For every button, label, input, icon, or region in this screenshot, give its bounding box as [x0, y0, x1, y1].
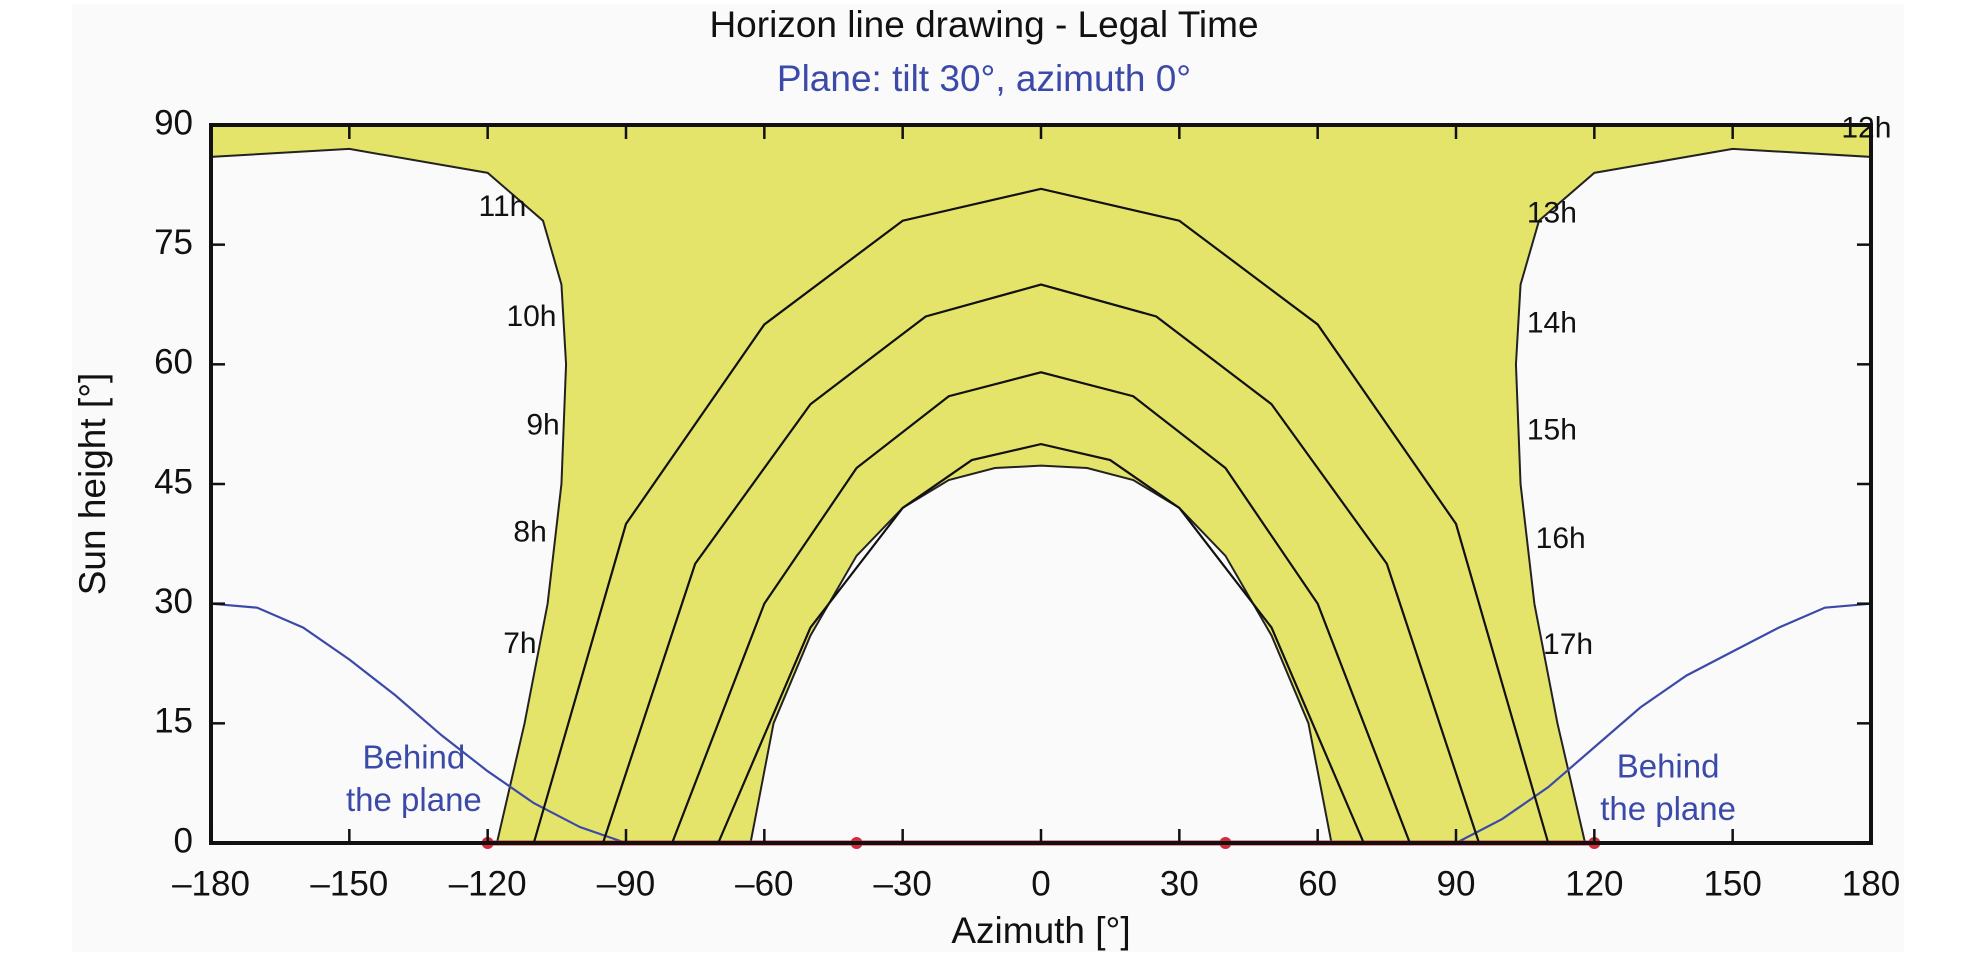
hour-label: 10h — [506, 300, 556, 333]
y-tick-label: 60 — [154, 343, 193, 382]
hour-label: 17h — [1543, 628, 1593, 661]
x-tick-label: 180 — [1842, 864, 1900, 903]
x-tick-label: 90 — [1437, 864, 1476, 903]
hour-label: 11h — [479, 190, 527, 223]
hour-label: 12h — [1841, 112, 1891, 145]
x-tick-label: –180 — [172, 864, 250, 903]
y-tick-label: 75 — [154, 223, 193, 262]
hour-label: 16h — [1536, 522, 1586, 555]
series-line — [532, 187, 1550, 844]
x-tick-label: 30 — [1160, 864, 1199, 903]
annotation: Behind — [363, 739, 466, 776]
x-tick-label: 120 — [1565, 864, 1623, 903]
chart-subtitle: Plane: tilt 30°, azimuth 0° — [777, 58, 1191, 99]
x-axis-label: Azimuth [°] — [951, 910, 1130, 951]
sun-area — [210, 124, 1872, 844]
annotation: Behind — [1617, 748, 1720, 785]
y-tick-label: 90 — [154, 103, 193, 142]
series-line — [601, 283, 1481, 844]
hour-label: 7h — [503, 627, 536, 660]
y-tick-label: 30 — [154, 582, 193, 621]
hour-label: 8h — [513, 515, 546, 548]
y-tick-label: 0 — [174, 821, 193, 860]
x-tick-label: –120 — [449, 864, 527, 903]
x-tick-label: 60 — [1298, 864, 1337, 903]
series-line — [717, 442, 1365, 844]
x-tick-label: –90 — [597, 864, 655, 903]
x-tick-label: 0 — [1031, 864, 1050, 903]
x-tick-label: –30 — [873, 864, 931, 903]
annotation: the plane — [1600, 790, 1736, 827]
y-tick-label: 15 — [154, 702, 193, 741]
x-tick-label: 150 — [1703, 864, 1761, 903]
hour-label: 14h — [1527, 306, 1577, 339]
y-axis-label: Sun height [°] — [72, 373, 113, 596]
hour-label: 9h — [526, 408, 559, 441]
x-tick-label: –60 — [735, 864, 793, 903]
hour-label: 15h — [1527, 413, 1577, 446]
hour-label: 13h — [1527, 196, 1577, 229]
annotation: the plane — [346, 781, 482, 818]
series-line — [210, 602, 1872, 845]
series-line — [671, 371, 1411, 844]
y-tick-label: 45 — [154, 462, 193, 501]
chart-title: Horizon line drawing - Legal Time — [709, 4, 1258, 45]
x-tick-label: –150 — [310, 864, 388, 903]
